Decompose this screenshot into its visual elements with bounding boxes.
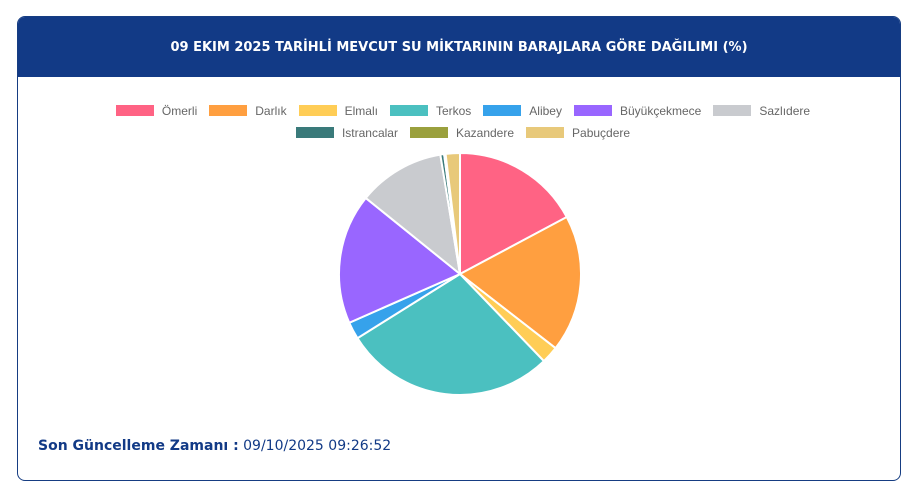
legend-label: Pabuçdere <box>572 125 631 140</box>
chart-title: 09 EKIM 2025 TARİHLİ MEVCUT SU MİKTARINI… <box>170 39 748 55</box>
card: 09 EKIM 2025 TARİHLİ MEVCUT SU MİKTARINI… <box>17 16 901 481</box>
legend-item[interactable]: Sazlıdere <box>713 103 810 118</box>
legend-label: Terkos <box>435 103 472 118</box>
legend-swatch <box>295 127 334 138</box>
legend-swatch <box>526 127 565 138</box>
legend-swatch <box>713 105 752 116</box>
legend-label: Sazlıdere <box>759 103 811 118</box>
legend-swatch <box>483 105 522 116</box>
legend-swatch <box>115 105 154 116</box>
legend-swatch <box>298 105 337 116</box>
pie-slice[interactable] <box>364 153 462 277</box>
footer: Son Güncelleme Zamanı : 09/10/2025 09:26… <box>38 438 391 454</box>
legend-item[interactable]: Pabuçdere <box>526 125 630 140</box>
pie-slice[interactable] <box>458 215 582 350</box>
pie-chart <box>338 151 582 396</box>
legend-swatch <box>389 105 428 116</box>
legend-label: Büyükçekmece <box>619 103 702 118</box>
legend-item[interactable]: Terkos <box>389 103 472 118</box>
pie-slice[interactable] <box>459 151 569 276</box>
legend-label: Istrancalar <box>341 125 398 140</box>
legend-label: Alibey <box>529 103 562 118</box>
legend-label: Kazandere <box>455 125 515 140</box>
legend-swatch <box>209 105 248 116</box>
legend-item[interactable]: Darlık <box>209 103 287 118</box>
legend-label: Darlık <box>255 103 287 118</box>
legend-item[interactable]: Istrancalar <box>295 125 398 140</box>
update-time: 09/10/2025 09:26:52 <box>243 438 392 454</box>
legend-item[interactable]: Büyükçekmece <box>573 103 702 118</box>
legend-label: Elmalı <box>344 103 378 118</box>
legend: Ömerli Darlık Elmalı Terkos Alibey Büyükçekme… <box>58 103 868 140</box>
pie-slice[interactable] <box>338 196 462 325</box>
pie-slice[interactable] <box>444 151 461 275</box>
legend-swatch <box>409 127 448 138</box>
legend-item[interactable]: Alibey <box>483 103 562 118</box>
legend-item[interactable]: Elmalı <box>298 103 378 118</box>
legend-label: Ömerli <box>161 103 198 118</box>
legend-item[interactable]: Kazandere <box>409 125 515 140</box>
legend-swatch <box>573 105 612 116</box>
header: 09 EKIM 2025 TARİHLİ MEVCUT SU MİKTARINI… <box>18 17 900 77</box>
pie-slice[interactable] <box>356 272 546 396</box>
update-label: Son Güncelleme Zamanı : <box>38 438 239 454</box>
legend-item[interactable]: Ömerli <box>115 103 198 118</box>
